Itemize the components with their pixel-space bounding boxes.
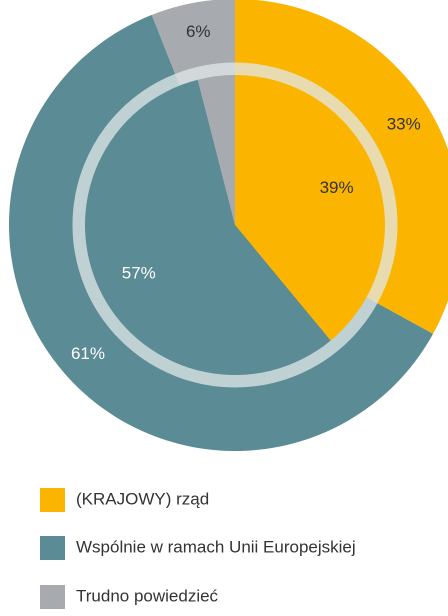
pie-slice bbox=[197, 75, 235, 225]
legend-label: Trudno powiedzieć bbox=[76, 586, 219, 605]
data-label: 6% bbox=[186, 22, 211, 41]
legend-swatch bbox=[40, 585, 65, 609]
data-label: 61% bbox=[71, 344, 105, 363]
pie-slice bbox=[84, 79, 331, 375]
separator-ring bbox=[72, 62, 398, 388]
pie-slice bbox=[235, 75, 386, 341]
legend-swatch bbox=[40, 536, 65, 560]
legend-label: (KRAJOWY) rząd bbox=[76, 489, 209, 508]
legend-label: Wspólnie w ramach Unii Europejskiej bbox=[76, 537, 356, 556]
data-label: 33% bbox=[387, 115, 421, 134]
legend-swatch bbox=[40, 488, 65, 512]
data-label: 57% bbox=[122, 264, 156, 283]
data-label: 39% bbox=[320, 178, 354, 197]
